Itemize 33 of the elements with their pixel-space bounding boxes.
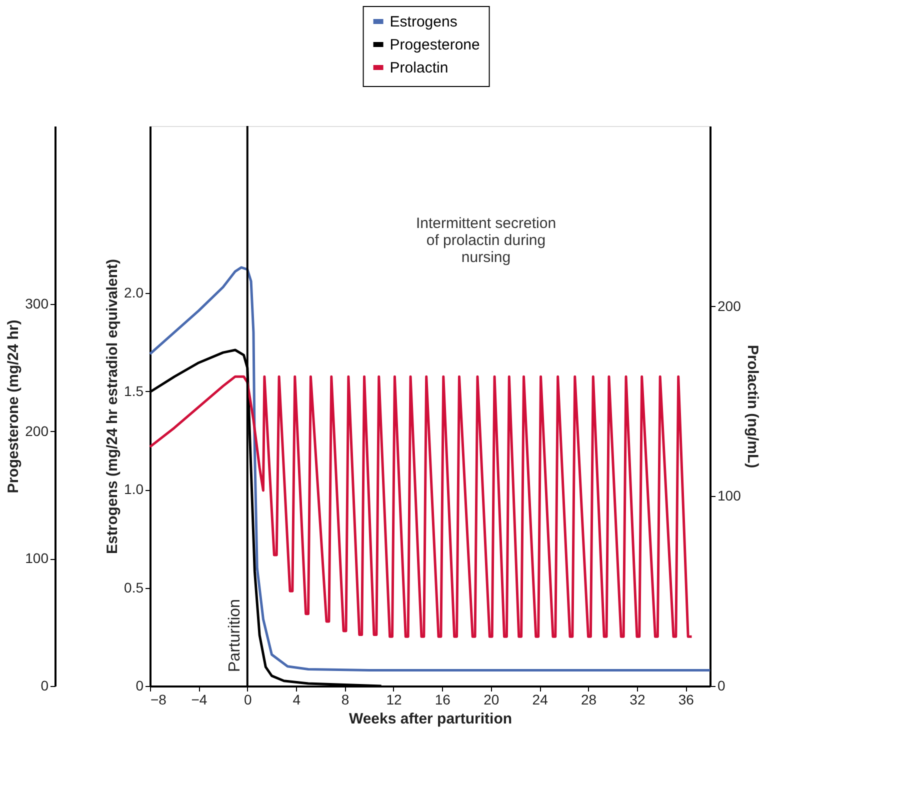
y-tick-label: 1.5 — [124, 382, 144, 399]
y3-tick-label: 300 — [25, 296, 49, 312]
x-tick-label: 28 — [580, 692, 597, 708]
y-tick-label: 1.0 — [124, 481, 144, 498]
x-axis-title: Weeks after parturition — [348, 710, 512, 728]
x-tick-label: −8 — [150, 692, 167, 708]
y3-axis-title: Progesterone (mg/24 hr) — [5, 320, 22, 494]
x-tick-label: 0 — [244, 692, 252, 708]
y3-tick-label: 200 — [25, 422, 49, 439]
annotation: Intermittent secretion of prolactin during nursing — [416, 215, 556, 266]
y2-tick-label: 200 — [718, 298, 742, 314]
y3-tick-label: 100 — [25, 550, 49, 566]
x-tick-label: 36 — [678, 692, 694, 708]
y-tick-label: 2.0 — [124, 284, 144, 301]
x-tick-label: 24 — [532, 692, 548, 708]
legend-label: Prolactin — [390, 60, 448, 76]
legend-label: Estrogens — [390, 14, 458, 30]
x-tick-label: 32 — [630, 692, 646, 708]
y2-tick-label: 100 — [718, 488, 742, 504]
x-tick-label: 8 — [341, 692, 350, 708]
x-tick-label: 16 — [434, 692, 451, 708]
x-tick-label: 12 — [386, 692, 402, 708]
ref-line-label: Parturition — [226, 599, 244, 672]
y-tick-label: 0.5 — [124, 579, 144, 596]
y2-tick-label: 0 — [718, 678, 726, 694]
y-tick-label: 0 — [136, 678, 144, 694]
x-tick-label: 4 — [292, 692, 301, 708]
y2-axis-title: Prolactin (ng/mL) — [744, 344, 761, 468]
x-tick-label: 20 — [484, 692, 500, 708]
y-axis-title: Estrogens (mg/24 hr estradiol equivalent) — [104, 258, 122, 554]
legend-label: Progesterone — [390, 36, 480, 54]
x-tick-label: −4 — [191, 692, 208, 708]
y3-tick-label: 0 — [40, 678, 49, 694]
